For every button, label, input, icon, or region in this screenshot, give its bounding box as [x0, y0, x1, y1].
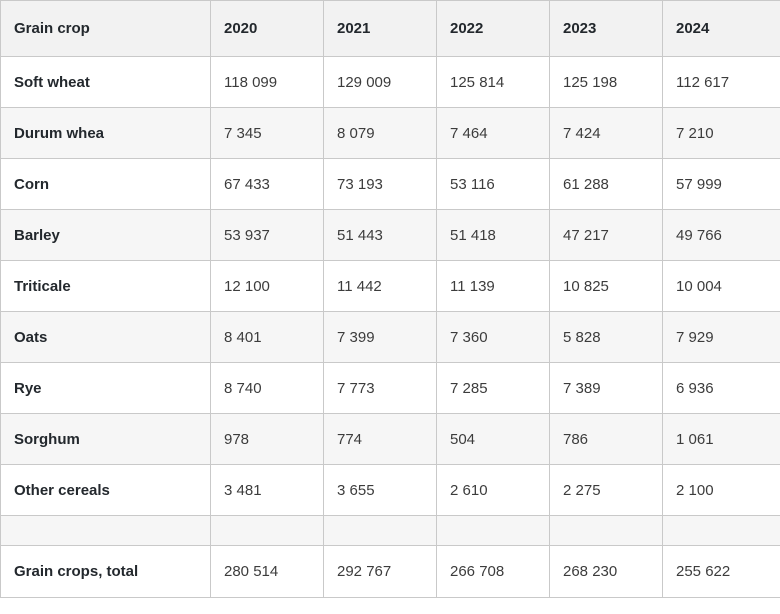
value-cell: 51 418	[436, 209, 550, 261]
value-cell: 7 464	[436, 107, 550, 159]
value-cell: 67 433	[210, 158, 324, 210]
value-cell	[210, 515, 324, 546]
value-cell: 7 389	[549, 362, 663, 414]
value-cell: 11 139	[436, 260, 550, 312]
value-cell: 112 617	[662, 56, 780, 108]
row-label: Triticale	[0, 260, 211, 312]
table-row-grain-crops-total: Grain crops, total 280 514 292 767 266 7…	[0, 545, 780, 598]
table-row-spacer	[0, 515, 780, 546]
row-label: Barley	[0, 209, 211, 261]
column-header-2023: 2023	[549, 0, 663, 57]
value-cell: 1 061	[662, 413, 780, 465]
table-row-oats: Oats 8 401 7 399 7 360 5 828 7 929	[0, 311, 780, 363]
value-cell: 280 514	[210, 545, 324, 598]
column-header-2021: 2021	[323, 0, 437, 57]
value-cell: 292 767	[323, 545, 437, 598]
value-cell: 786	[549, 413, 663, 465]
value-cell	[436, 515, 550, 546]
value-cell: 8 401	[210, 311, 324, 363]
value-cell: 129 009	[323, 56, 437, 108]
value-cell: 7 285	[436, 362, 550, 414]
table-row-soft-wheat: Soft wheat 118 099 129 009 125 814 125 1…	[0, 56, 780, 108]
value-cell: 5 828	[549, 311, 663, 363]
row-label: Grain crops, total	[0, 545, 211, 598]
table-row-sorghum: Sorghum 978 774 504 786 1 061	[0, 413, 780, 465]
row-label	[0, 515, 211, 546]
value-cell: 53 116	[436, 158, 550, 210]
value-cell: 7 345	[210, 107, 324, 159]
value-cell: 3 655	[323, 464, 437, 516]
value-cell: 2 100	[662, 464, 780, 516]
value-cell: 118 099	[210, 56, 324, 108]
value-cell: 61 288	[549, 158, 663, 210]
value-cell: 53 937	[210, 209, 324, 261]
value-cell: 6 936	[662, 362, 780, 414]
table-row-corn: Corn 67 433 73 193 53 116 61 288 57 999	[0, 158, 780, 210]
table-body: Soft wheat 118 099 129 009 125 814 125 1…	[0, 56, 780, 598]
row-label: Soft wheat	[0, 56, 211, 108]
value-cell: 504	[436, 413, 550, 465]
column-header-2020: 2020	[210, 0, 324, 57]
value-cell: 12 100	[210, 260, 324, 312]
value-cell: 10 004	[662, 260, 780, 312]
value-cell: 51 443	[323, 209, 437, 261]
value-cell: 47 217	[549, 209, 663, 261]
value-cell: 7 360	[436, 311, 550, 363]
table-row-triticale: Triticale 12 100 11 442 11 139 10 825 10…	[0, 260, 780, 312]
value-cell: 774	[323, 413, 437, 465]
value-cell: 125 198	[549, 56, 663, 108]
row-label: Oats	[0, 311, 211, 363]
value-cell: 3 481	[210, 464, 324, 516]
value-cell	[662, 515, 780, 546]
value-cell: 2 610	[436, 464, 550, 516]
value-cell: 125 814	[436, 56, 550, 108]
value-cell: 268 230	[549, 545, 663, 598]
value-cell: 49 766	[662, 209, 780, 261]
value-cell: 73 193	[323, 158, 437, 210]
row-label: Rye	[0, 362, 211, 414]
table-row-durum-whea: Durum whea 7 345 8 079 7 464 7 424 7 210	[0, 107, 780, 159]
value-cell: 7 929	[662, 311, 780, 363]
value-cell	[323, 515, 437, 546]
value-cell	[549, 515, 663, 546]
value-cell: 7 424	[549, 107, 663, 159]
row-label: Durum whea	[0, 107, 211, 159]
table-row-other-cereals: Other cereals 3 481 3 655 2 610 2 275 2 …	[0, 464, 780, 516]
value-cell: 8 740	[210, 362, 324, 414]
row-label: Corn	[0, 158, 211, 210]
value-cell: 2 275	[549, 464, 663, 516]
value-cell: 7 773	[323, 362, 437, 414]
value-cell: 978	[210, 413, 324, 465]
column-header-grain-crop: Grain crop	[0, 0, 211, 57]
grain-crops-table: Grain crop 2020 2021 2022 2023 2024 Soft…	[0, 0, 780, 598]
value-cell: 7 210	[662, 107, 780, 159]
column-header-2022: 2022	[436, 0, 550, 57]
value-cell: 57 999	[662, 158, 780, 210]
table-header: Grain crop 2020 2021 2022 2023 2024	[0, 0, 780, 57]
table-row-rye: Rye 8 740 7 773 7 285 7 389 6 936	[0, 362, 780, 414]
value-cell: 8 079	[323, 107, 437, 159]
value-cell: 10 825	[549, 260, 663, 312]
row-label: Sorghum	[0, 413, 211, 465]
value-cell: 7 399	[323, 311, 437, 363]
value-cell: 255 622	[662, 545, 780, 598]
value-cell: 266 708	[436, 545, 550, 598]
table-row-barley: Barley 53 937 51 443 51 418 47 217 49 76…	[0, 209, 780, 261]
value-cell: 11 442	[323, 260, 437, 312]
header-row: Grain crop 2020 2021 2022 2023 2024	[0, 0, 780, 57]
row-label: Other cereals	[0, 464, 211, 516]
column-header-2024: 2024	[662, 0, 780, 57]
